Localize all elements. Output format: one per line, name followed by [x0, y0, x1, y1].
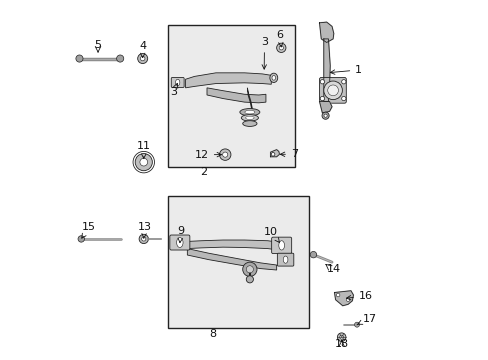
FancyBboxPatch shape	[169, 235, 189, 250]
Circle shape	[327, 85, 338, 96]
Text: 8: 8	[208, 329, 216, 339]
Ellipse shape	[269, 73, 277, 82]
Circle shape	[320, 80, 324, 84]
Circle shape	[246, 266, 253, 273]
Polygon shape	[323, 39, 329, 102]
Bar	[167, 196, 308, 328]
Text: 17: 17	[356, 314, 376, 325]
Text: 6: 6	[276, 30, 283, 47]
Ellipse shape	[241, 114, 258, 121]
Circle shape	[135, 154, 152, 171]
Text: 4: 4	[139, 41, 146, 58]
Bar	[167, 24, 294, 167]
Text: 5: 5	[94, 40, 102, 50]
Text: 10: 10	[264, 227, 279, 242]
Circle shape	[271, 153, 274, 156]
Ellipse shape	[245, 116, 254, 120]
Ellipse shape	[271, 76, 275, 80]
Text: 7: 7	[280, 149, 298, 159]
Circle shape	[354, 322, 359, 327]
Circle shape	[309, 251, 316, 258]
Circle shape	[276, 43, 285, 53]
FancyBboxPatch shape	[319, 77, 346, 103]
Circle shape	[341, 80, 345, 84]
Circle shape	[116, 55, 123, 62]
Text: 2: 2	[200, 167, 206, 177]
FancyBboxPatch shape	[277, 253, 293, 266]
Text: 14: 14	[326, 264, 340, 274]
Circle shape	[279, 46, 283, 50]
Circle shape	[337, 333, 345, 342]
Polygon shape	[185, 73, 271, 88]
Circle shape	[346, 298, 349, 301]
Circle shape	[341, 96, 345, 101]
Ellipse shape	[240, 109, 259, 116]
Text: 18: 18	[334, 339, 348, 349]
Circle shape	[320, 96, 324, 101]
Circle shape	[339, 335, 343, 339]
Polygon shape	[187, 249, 276, 270]
Text: 11: 11	[137, 141, 150, 158]
Ellipse shape	[242, 121, 257, 126]
Polygon shape	[206, 88, 265, 103]
Ellipse shape	[278, 241, 284, 250]
Ellipse shape	[176, 238, 183, 248]
Polygon shape	[270, 150, 279, 157]
Ellipse shape	[283, 256, 287, 263]
FancyBboxPatch shape	[271, 237, 291, 253]
Circle shape	[336, 293, 339, 297]
Circle shape	[324, 114, 326, 117]
Circle shape	[140, 158, 147, 166]
Circle shape	[138, 54, 147, 64]
FancyBboxPatch shape	[171, 77, 184, 87]
Circle shape	[76, 55, 83, 62]
Circle shape	[142, 237, 145, 241]
Text: 13: 13	[137, 222, 151, 238]
Text: 16: 16	[346, 291, 372, 301]
Polygon shape	[319, 102, 331, 113]
Circle shape	[78, 236, 84, 242]
Circle shape	[222, 152, 227, 157]
Circle shape	[322, 112, 328, 119]
Polygon shape	[334, 291, 353, 306]
Text: 15: 15	[81, 222, 96, 238]
Text: 3: 3	[170, 84, 178, 98]
Circle shape	[246, 276, 253, 283]
Polygon shape	[247, 88, 252, 109]
Circle shape	[140, 56, 144, 61]
Ellipse shape	[244, 111, 254, 114]
Polygon shape	[187, 240, 278, 250]
Circle shape	[219, 149, 230, 160]
Ellipse shape	[175, 79, 180, 86]
Text: 12: 12	[194, 150, 221, 159]
Text: 3: 3	[261, 37, 267, 69]
Text: 1: 1	[330, 65, 362, 75]
Text: 9: 9	[177, 226, 184, 243]
Circle shape	[242, 262, 257, 276]
Circle shape	[139, 234, 148, 244]
Circle shape	[323, 81, 342, 100]
Polygon shape	[319, 22, 333, 42]
